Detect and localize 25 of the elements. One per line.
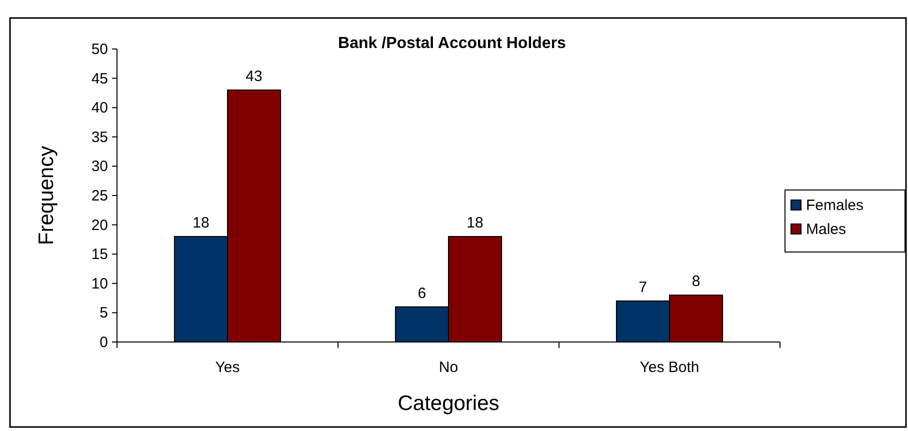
legend-label: Females bbox=[806, 197, 864, 214]
y-axis-title: Frequency bbox=[35, 145, 58, 246]
x-axis-title: Categories bbox=[398, 392, 500, 415]
data-label: 43 bbox=[246, 68, 262, 86]
y-tick-label: 25 bbox=[91, 188, 108, 204]
y-tick-label: 30 bbox=[91, 158, 108, 176]
data-label: 8 bbox=[692, 273, 700, 290]
y-tick-label: 40 bbox=[91, 100, 108, 117]
data-label: 6 bbox=[418, 284, 426, 302]
y-tick-label: 15 bbox=[91, 246, 108, 264]
y-tick-label: 10 bbox=[91, 275, 108, 292]
x-tick-label: No bbox=[438, 359, 458, 376]
y-tick-label: 35 bbox=[91, 128, 108, 146]
x-tick-label: Yes bbox=[215, 359, 240, 376]
y-tick-label: 50 bbox=[91, 41, 108, 58]
y-tick-label: 5 bbox=[100, 304, 108, 322]
y-tick-label: 20 bbox=[91, 216, 108, 234]
y-tick-label: 45 bbox=[91, 70, 108, 88]
legend-label: Males bbox=[806, 221, 846, 238]
data-label: 18 bbox=[192, 214, 210, 232]
y-tick-label: 0 bbox=[100, 334, 108, 351]
x-tick-label: Yes Both bbox=[640, 359, 700, 376]
data-label: 7 bbox=[638, 278, 648, 296]
chart-title: Bank /Postal Account Holders bbox=[338, 35, 566, 52]
data-label: 18 bbox=[466, 214, 484, 232]
